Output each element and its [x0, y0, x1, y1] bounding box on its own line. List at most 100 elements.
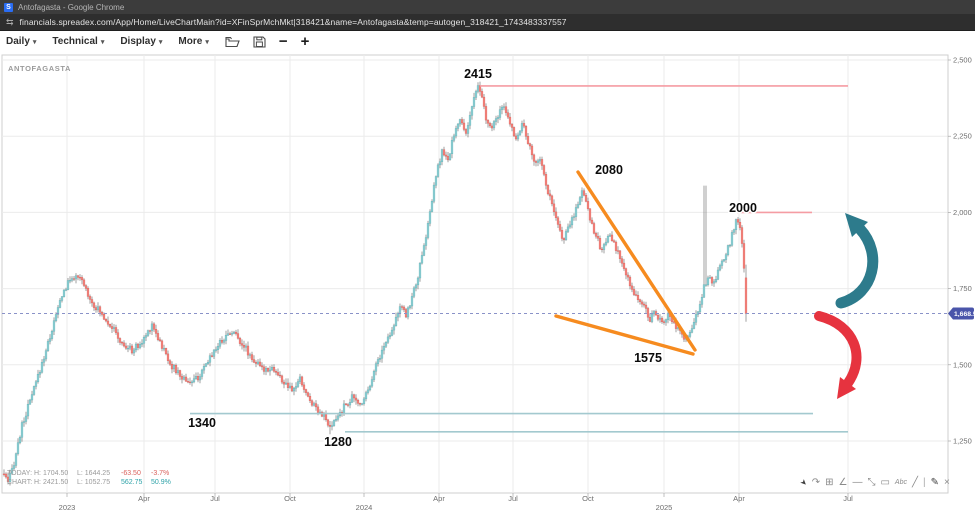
grid-tool-icon[interactable]: ⊞ [825, 476, 834, 488]
text-tool-icon[interactable]: Abc [894, 478, 907, 486]
segment-tool-icon[interactable]: ⤡ [867, 476, 876, 488]
bullish-arrow-body [835, 223, 879, 309]
candle-down [180, 376, 184, 380]
candle-up [28, 399, 32, 405]
candle-down [130, 345, 134, 354]
y-axis-label: 1,250 [953, 437, 972, 446]
candle-down [168, 360, 172, 365]
candle-down [246, 345, 250, 356]
candle-up [182, 376, 186, 380]
candle-up [294, 386, 298, 389]
candle-down [742, 243, 746, 269]
candle-down [622, 262, 626, 269]
candle-down [528, 143, 532, 147]
candle-down [522, 123, 526, 127]
candle-down [612, 240, 616, 243]
today-high: H: 1704.50 [34, 470, 69, 477]
candle-up [162, 348, 166, 350]
fan-lines-tool-icon[interactable]: ∠ [838, 476, 848, 488]
candle-up [96, 306, 100, 311]
candle-up [470, 106, 474, 116]
horizontal-line-tool-icon[interactable]: — [852, 476, 863, 488]
candle-up [700, 297, 704, 305]
page-url[interactable]: financials.spreadex.com/App/Home/LiveCha… [19, 17, 567, 27]
candle-up [144, 335, 148, 338]
candle-up [8, 473, 12, 482]
candle-up [350, 394, 354, 403]
menu-daily[interactable]: Daily ▾ [6, 36, 37, 47]
candle-up [450, 140, 454, 155]
save-chart-icon[interactable] [253, 35, 266, 48]
candle-up [502, 106, 506, 108]
candle-up [230, 333, 234, 335]
candle-down [274, 371, 278, 373]
candle-up [334, 419, 338, 421]
candle-down [326, 419, 330, 426]
curve-tool-icon[interactable]: ↷ [811, 476, 821, 488]
candle-up [452, 135, 456, 141]
candle-down [116, 332, 120, 339]
candle-down [234, 331, 238, 334]
candle-down [462, 122, 466, 130]
candle-down [236, 333, 240, 339]
candle-down [158, 339, 162, 342]
candle-up [386, 336, 390, 343]
candle-up [418, 262, 422, 279]
x-axis-label: Oct [582, 494, 595, 503]
candle-down [148, 330, 152, 332]
candle-up [574, 207, 578, 217]
candle-up [36, 374, 40, 383]
candle-down [184, 376, 188, 382]
zoom-in-icon[interactable]: + [300, 32, 310, 50]
trendline-upper-2080[interactable] [576, 170, 697, 352]
address-bar[interactable]: ⇆ financials.spreadex.com/App/Home/LiveC… [0, 14, 975, 31]
candle-up [138, 344, 142, 348]
candle-up [580, 190, 584, 198]
candle-up [734, 219, 738, 230]
candle-up [112, 327, 116, 329]
candle-up [378, 358, 382, 360]
candle-down [640, 301, 644, 305]
open-folder-icon[interactable] [225, 36, 240, 48]
candle-down [170, 364, 174, 370]
chevron-down-icon: ▾ [100, 39, 105, 46]
candle-up [298, 376, 302, 382]
candle-up [448, 153, 452, 161]
candle-down [358, 403, 362, 405]
menu-technical[interactable]: Technical ▾ [52, 36, 105, 47]
candle-down [524, 125, 528, 137]
candle-up [436, 164, 440, 177]
candle-down [744, 277, 748, 314]
candle-up [284, 382, 288, 385]
candle-up [204, 363, 208, 367]
candle-up [70, 278, 74, 281]
menu-display[interactable]: Display ▾ [120, 36, 163, 47]
diagonal-line-tool-icon[interactable]: ╱ [911, 476, 918, 488]
candle-up [390, 329, 394, 336]
candle-up [150, 323, 154, 332]
candle-down [310, 400, 314, 406]
bullish-arrow[interactable] [835, 213, 879, 309]
plot-area [1, 54, 949, 494]
candle-down [534, 161, 538, 163]
chart-stats-row: CHART: H: 2421.50 L: 1052.75 562.75 50.9% [7, 478, 171, 487]
candle-down [514, 135, 518, 140]
close-tools-icon[interactable]: × [944, 476, 950, 488]
candle-down [344, 403, 348, 405]
candle-up [406, 307, 410, 318]
zoom-out-icon[interactable]: − [278, 32, 288, 50]
menu-more[interactable]: More ▾ [178, 36, 209, 47]
candle-up [520, 123, 524, 132]
candle-up [74, 275, 78, 280]
candle-down [550, 195, 554, 205]
bearish-arrow[interactable] [814, 311, 862, 399]
candle-up [398, 306, 402, 314]
x-axis-label: Apr [433, 494, 445, 503]
pencil-tool-icon[interactable]: ✎ [930, 476, 939, 488]
trendline-lower-1575[interactable] [554, 314, 695, 356]
candle-down [648, 317, 652, 322]
candle-up [244, 345, 248, 348]
rectangle-tool-icon[interactable]: ▭ [880, 476, 890, 488]
candle-up [416, 277, 420, 286]
candle-up [666, 313, 670, 321]
